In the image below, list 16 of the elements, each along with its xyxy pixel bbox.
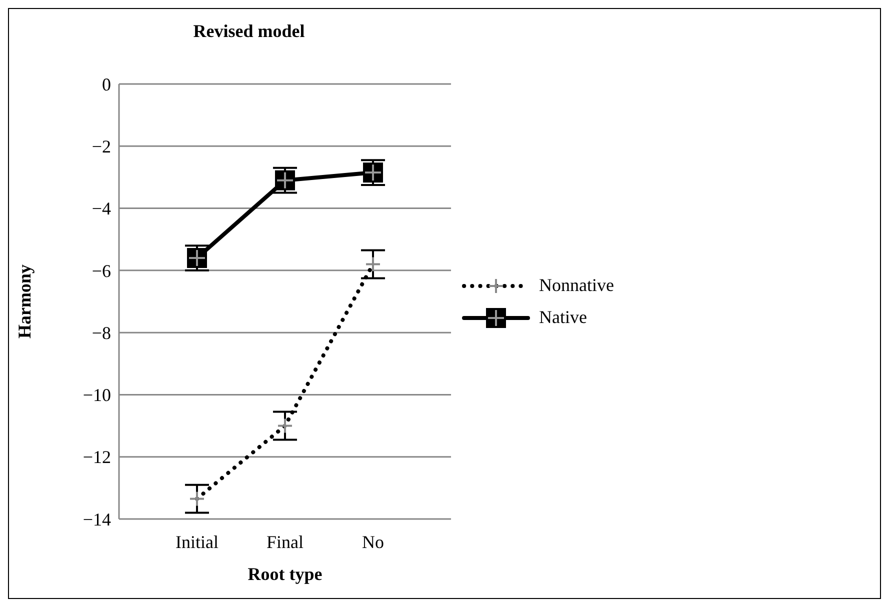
y-tick-label: 0 (102, 74, 111, 94)
legend-label: Nonnative (539, 275, 614, 296)
x-tick-label: Initial (176, 532, 218, 552)
y-tick-label: −12 (82, 447, 111, 468)
y-tick-label: −10 (82, 385, 111, 406)
chart-title: Revised model (192, 21, 306, 42)
legend-label: Native (539, 307, 587, 328)
y-tick-label: −2 (92, 136, 111, 157)
x-tick-label: Final (266, 532, 304, 552)
x-axis-title: Root type (248, 564, 322, 584)
y-axis-title: Harmony (14, 264, 34, 338)
y-tick-label: −14 (82, 509, 111, 530)
x-tick-label: No (362, 532, 384, 552)
y-tick-label: −6 (92, 260, 111, 281)
y-tick-label: −8 (92, 322, 111, 343)
y-tick-label: −4 (92, 198, 111, 219)
